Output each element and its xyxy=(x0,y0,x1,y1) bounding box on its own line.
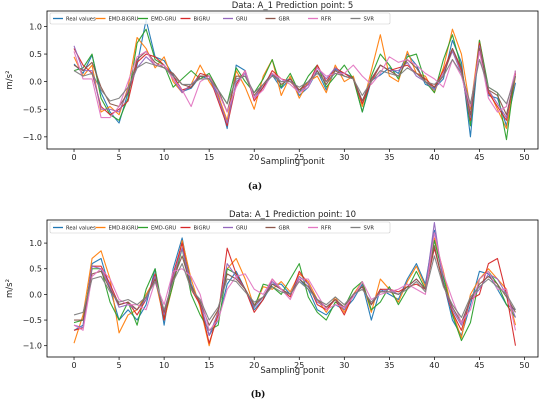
y-tick-label: −0.5 xyxy=(23,105,42,114)
y-tick-label: −0.5 xyxy=(23,316,42,325)
chart-panel-a: Data: A_1 Prediction point: 5 0 5 10 15 20 25 3… xyxy=(5,1,539,167)
x-tick-label: 0 xyxy=(71,153,76,162)
legend-entry: EMD-GRU xyxy=(151,17,176,23)
x-tick-label: 5 xyxy=(117,361,122,370)
x-tick-label: 40 xyxy=(429,153,439,162)
series-line-rfr xyxy=(73,50,517,119)
y-tick-label: −1.0 xyxy=(23,342,42,351)
x-tick-label: 50 xyxy=(519,153,529,162)
legend-entry: BiGRU xyxy=(194,226,211,232)
legend-entry: GBR xyxy=(279,17,291,23)
legend-box xyxy=(49,221,391,234)
legend-entry: RFR xyxy=(321,17,332,23)
x-tick-label: 45 xyxy=(474,153,484,162)
y-tick-label: 1.0 xyxy=(29,22,42,31)
x-tick-label: 15 xyxy=(204,153,214,162)
x-tick-label: 30 xyxy=(339,361,349,370)
legend-entry: EMD-BiGRU xyxy=(109,17,139,23)
legend-entry: SVR xyxy=(364,17,375,23)
series-group xyxy=(73,222,517,347)
legend-entry: Real values xyxy=(66,226,96,232)
legend-entry: BiGRU xyxy=(194,17,211,23)
y-axis-label: m/s² xyxy=(5,71,15,90)
legend-entry: RFR xyxy=(321,226,332,232)
x-tick-label: 0 xyxy=(71,361,76,370)
chart-title: Data: A_1 Prediction point: 10 xyxy=(229,210,356,220)
y-tick-label: 0.0 xyxy=(29,290,42,299)
y-tick-label: −1.0 xyxy=(23,133,42,142)
caption-b: (b) xyxy=(251,389,266,400)
legend-entry: GBR xyxy=(279,226,291,232)
x-tick-label: 35 xyxy=(384,153,394,162)
legend-box xyxy=(49,12,391,25)
y-tick-label: 0.5 xyxy=(29,50,42,59)
legend-entry: EMD-GRU xyxy=(151,226,176,232)
chart-title: Data: A_1 Prediction point: 5 xyxy=(232,1,354,11)
legend-entry: GRU xyxy=(236,226,248,232)
x-tick-label: 20 xyxy=(249,153,259,162)
series-line-emd-gru xyxy=(73,28,517,141)
caption-a: (a) xyxy=(248,181,262,192)
x-tick-label: 10 xyxy=(159,153,169,162)
series-line-bigru xyxy=(73,242,517,346)
series-line-rfr xyxy=(73,232,517,331)
series-group xyxy=(73,19,517,141)
series-line-svr xyxy=(73,255,516,321)
chart-panel-b: Data: A_1 Prediction point: 10 0 5 10 15 20 25… xyxy=(5,210,539,376)
y-tick-label: 1.0 xyxy=(29,239,42,248)
series-line-gru xyxy=(73,45,517,124)
series-line-svr xyxy=(73,59,517,105)
axes-frame xyxy=(46,219,539,358)
x-tick-label: 25 xyxy=(294,361,304,370)
legend-entry: GRU xyxy=(236,17,248,23)
x-tick-label: 25 xyxy=(294,153,304,162)
x-tick-label: 20 xyxy=(249,361,259,370)
series-line-gru xyxy=(73,222,516,337)
y-axis-label: m/s² xyxy=(5,279,15,298)
x-axis-label: Sampling ponit xyxy=(260,157,325,167)
x-tick-label: 50 xyxy=(519,361,529,370)
series-line-emd-bigru xyxy=(73,28,517,130)
x-tick-label: 15 xyxy=(204,361,214,370)
legend-entry: SVR xyxy=(364,226,375,232)
legend-entry: EMD-BiGRU xyxy=(109,226,139,232)
legend-entry: Real values xyxy=(66,17,96,23)
series-line-gbr xyxy=(73,47,517,116)
x-tick-label: 45 xyxy=(474,361,484,370)
y-tick-label: 0.0 xyxy=(29,78,42,87)
x-tick-label: 40 xyxy=(429,361,439,370)
x-tick-label: 35 xyxy=(384,361,394,370)
x-tick-label: 30 xyxy=(339,153,349,162)
axes-frame xyxy=(46,10,539,150)
y-tick-label: 0.5 xyxy=(29,265,42,274)
x-axis-label: Sampling ponit xyxy=(260,366,325,376)
x-tick-label: 5 xyxy=(117,153,122,162)
x-tick-label: 10 xyxy=(159,361,169,370)
